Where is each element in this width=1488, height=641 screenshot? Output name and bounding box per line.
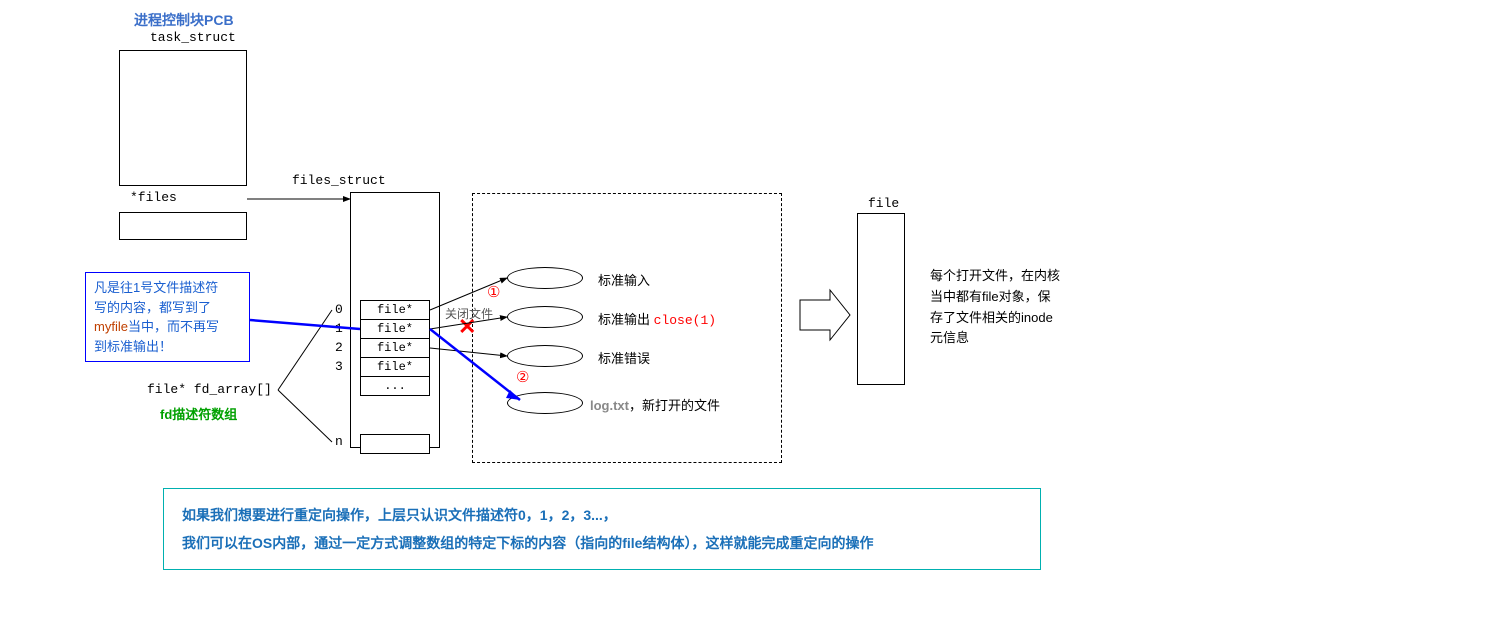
ellipse-stdout — [507, 306, 583, 328]
ellipse-stdin — [507, 267, 583, 289]
ellipse-logfile — [507, 392, 583, 414]
fd-cell-2: file* — [360, 338, 430, 358]
file-box — [857, 213, 905, 385]
fd-cell-n — [360, 434, 430, 454]
fd-cell-0: file* — [360, 300, 430, 320]
label-stderr: 标准错误 — [598, 348, 650, 367]
fd-index-1: 1 — [335, 321, 343, 336]
fd-array-label: file* fd_array[] — [147, 382, 272, 397]
label-stdout: 标准输出 close(1) — [598, 309, 716, 328]
left-note-line1: 凡是往1号文件描述符 — [94, 278, 241, 298]
fd-index-3: 3 — [335, 359, 343, 374]
marker-1: ① — [487, 283, 500, 301]
pcb-title: 进程控制块PCB — [134, 10, 234, 30]
fd-array-desc: fd描述符数组 — [160, 404, 237, 423]
fd-index-0: 0 — [335, 302, 343, 317]
left-note-line2: 写的内容，都写到了 — [94, 298, 241, 318]
bottom-note: 如果我们想要进行重定向操作，上层只认识文件描述符0，1，2，3...， 我们可以… — [163, 488, 1041, 570]
fd-cell-dots: ... — [360, 376, 430, 396]
fd-index-n: n — [335, 434, 343, 449]
left-note-line4: 到标准输出！ — [94, 337, 241, 357]
fd-cell-1: file* — [360, 319, 430, 339]
fd-index-2: 2 — [335, 340, 343, 355]
left-note-line3: myfile当中，而不再写 — [94, 317, 241, 337]
files-struct-title: files_struct — [292, 173, 386, 188]
fd-array-cells: file* file* file* file* ... — [360, 300, 430, 454]
label-logfile: log.txt，新打开的文件 — [590, 395, 720, 414]
label-stdin: 标准输入 — [598, 270, 650, 289]
ellipse-stderr — [507, 345, 583, 367]
file-targets-region — [472, 193, 782, 463]
fd-cell-3: file* — [360, 357, 430, 377]
files-field-label: *files — [130, 190, 177, 205]
marker-2: ② — [516, 368, 529, 386]
red-x-icon: ✕ — [458, 314, 476, 340]
file-desc: 每个打开文件，在内核 当中都有file对象，保 存了文件相关的inode 元信息 — [930, 266, 1060, 349]
left-note: 凡是往1号文件描述符 写的内容，都写到了 myfile当中，而不再写 到标准输出… — [85, 272, 250, 362]
pcb-subtitle: task_struct — [150, 30, 236, 45]
file-box-title: file — [868, 196, 899, 211]
